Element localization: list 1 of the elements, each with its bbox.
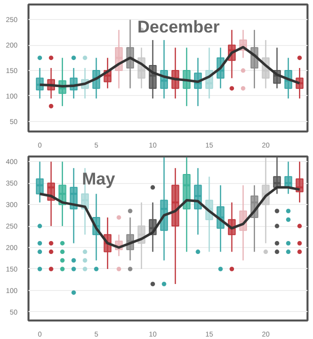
text: December (137, 18, 220, 36)
